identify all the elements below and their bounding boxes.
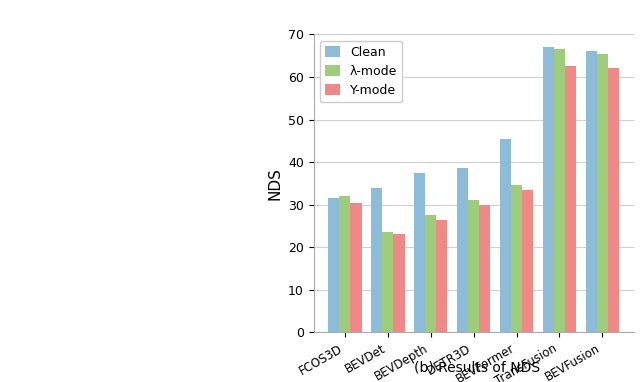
Bar: [425, 215, 436, 332]
Text: (b) Results of NDS: (b) Results of NDS: [413, 360, 540, 374]
Bar: [351, 202, 362, 332]
Bar: [436, 220, 447, 332]
Bar: [522, 190, 533, 332]
Y-axis label: NDS: NDS: [268, 167, 282, 200]
Bar: [479, 205, 490, 332]
Bar: [371, 188, 382, 332]
Bar: [586, 52, 596, 332]
Bar: [468, 201, 479, 332]
Bar: [394, 235, 404, 332]
Bar: [457, 168, 468, 332]
Bar: [414, 173, 425, 332]
Bar: [608, 68, 619, 332]
Bar: [328, 198, 339, 332]
Bar: [596, 53, 608, 332]
Legend: Clean, λ-mode, Y-mode: Clean, λ-mode, Y-mode: [320, 40, 402, 102]
Bar: [543, 47, 554, 332]
Bar: [382, 232, 394, 332]
Bar: [339, 196, 351, 332]
Bar: [511, 186, 522, 332]
Bar: [500, 139, 511, 332]
Bar: [565, 66, 576, 332]
Title: (b) Results of NDS: (b) Results of NDS: [0, 381, 1, 382]
Bar: [554, 49, 565, 332]
